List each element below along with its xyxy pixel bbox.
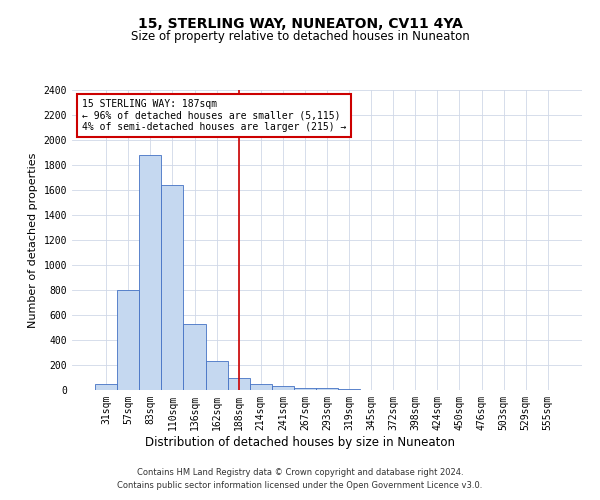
Bar bbox=[95, 384, 117, 390]
Bar bbox=[117, 290, 139, 390]
Bar bbox=[250, 384, 272, 390]
Bar bbox=[139, 155, 161, 390]
Text: 15, STERLING WAY, NUNEATON, CV11 4YA: 15, STERLING WAY, NUNEATON, CV11 4YA bbox=[137, 18, 463, 32]
Bar bbox=[184, 324, 206, 390]
Text: Size of property relative to detached houses in Nuneaton: Size of property relative to detached ho… bbox=[131, 30, 469, 43]
Bar bbox=[294, 388, 316, 390]
Y-axis label: Number of detached properties: Number of detached properties bbox=[28, 152, 38, 328]
Bar bbox=[227, 378, 250, 390]
Text: 15 STERLING WAY: 187sqm
← 96% of detached houses are smaller (5,115)
4% of semi-: 15 STERLING WAY: 187sqm ← 96% of detache… bbox=[82, 99, 347, 132]
Bar bbox=[272, 386, 294, 390]
Bar bbox=[161, 185, 184, 390]
Text: Contains HM Land Registry data © Crown copyright and database right 2024.: Contains HM Land Registry data © Crown c… bbox=[137, 468, 463, 477]
Bar bbox=[316, 388, 338, 390]
Text: Distribution of detached houses by size in Nuneaton: Distribution of detached houses by size … bbox=[145, 436, 455, 449]
Text: Contains public sector information licensed under the Open Government Licence v3: Contains public sector information licen… bbox=[118, 480, 482, 490]
Bar bbox=[206, 360, 227, 390]
